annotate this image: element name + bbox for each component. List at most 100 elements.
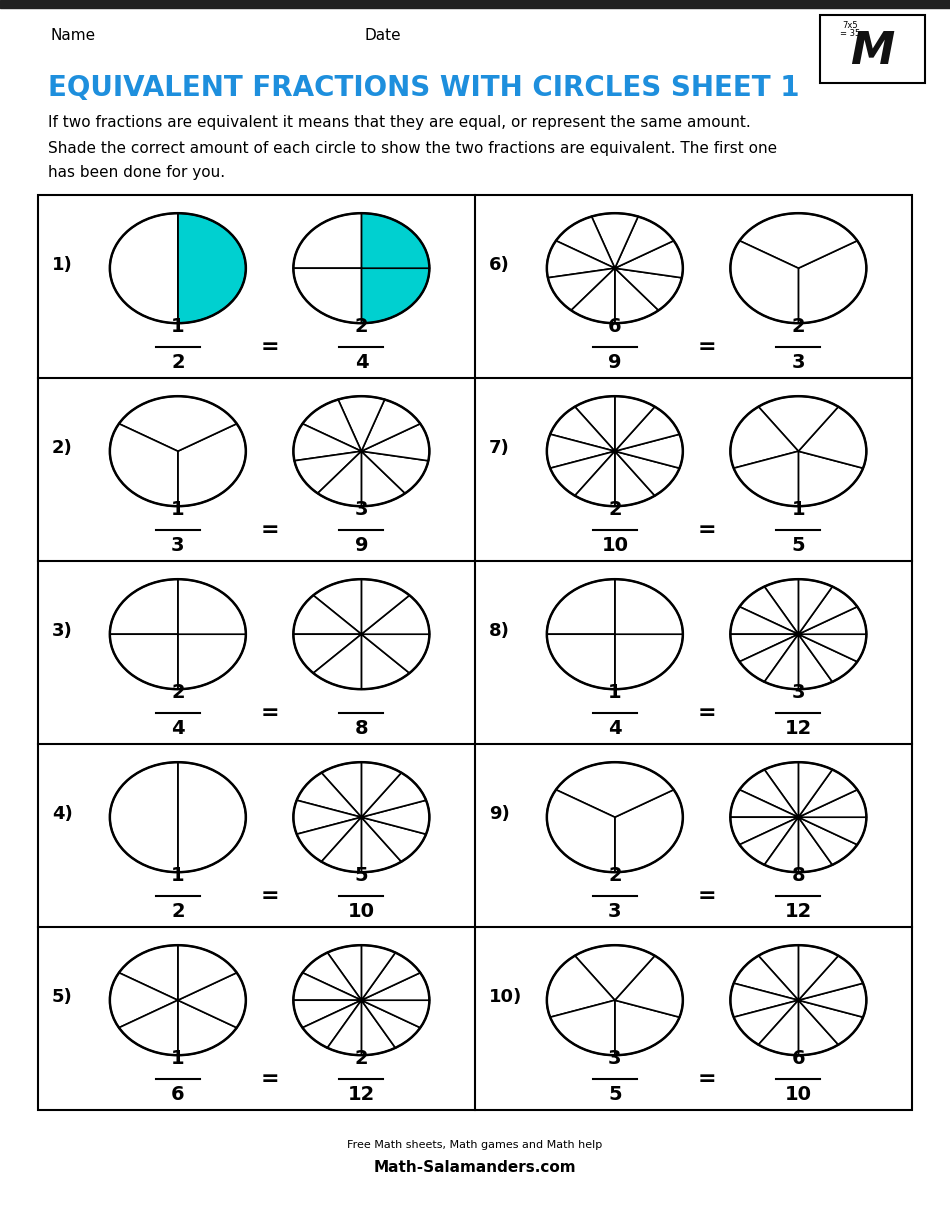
- Polygon shape: [314, 579, 361, 634]
- Polygon shape: [765, 579, 798, 634]
- Polygon shape: [110, 424, 178, 506]
- Text: 6: 6: [171, 1085, 184, 1105]
- Text: 5: 5: [791, 536, 806, 556]
- Polygon shape: [615, 216, 674, 268]
- Polygon shape: [294, 595, 361, 634]
- Text: 5: 5: [608, 1085, 621, 1105]
- Text: 3: 3: [791, 353, 806, 372]
- Polygon shape: [119, 396, 237, 451]
- Polygon shape: [739, 214, 857, 268]
- Polygon shape: [731, 241, 798, 323]
- Text: 10): 10): [489, 988, 522, 1005]
- Polygon shape: [361, 595, 429, 634]
- Text: 3: 3: [171, 536, 184, 556]
- Polygon shape: [798, 817, 857, 865]
- Text: 9: 9: [608, 353, 621, 372]
- Polygon shape: [178, 579, 246, 634]
- Bar: [38, 195, 912, 1110]
- Polygon shape: [615, 956, 683, 1018]
- Polygon shape: [556, 216, 615, 268]
- Polygon shape: [338, 396, 385, 451]
- Polygon shape: [615, 268, 682, 311]
- Polygon shape: [731, 634, 798, 661]
- Polygon shape: [361, 213, 429, 268]
- Polygon shape: [110, 972, 178, 1027]
- Polygon shape: [548, 268, 615, 311]
- Polygon shape: [798, 945, 838, 1000]
- Polygon shape: [575, 451, 615, 506]
- Polygon shape: [294, 800, 361, 834]
- Polygon shape: [798, 607, 866, 634]
- Text: =: =: [260, 520, 279, 540]
- Polygon shape: [317, 451, 361, 506]
- Text: 6: 6: [608, 317, 621, 337]
- Text: EQUIVALENT FRACTIONS WITH CIRCLES SHEET 1: EQUIVALENT FRACTIONS WITH CIRCLES SHEET …: [48, 74, 800, 102]
- Text: 4: 4: [171, 719, 184, 739]
- Polygon shape: [615, 1000, 679, 1056]
- Polygon shape: [571, 268, 615, 323]
- Polygon shape: [178, 762, 246, 873]
- Polygon shape: [798, 1000, 838, 1056]
- Text: Name: Name: [50, 27, 95, 43]
- Text: 2: 2: [791, 317, 806, 337]
- Text: 2: 2: [608, 500, 621, 520]
- Polygon shape: [798, 407, 866, 468]
- Polygon shape: [615, 579, 683, 634]
- Polygon shape: [615, 396, 655, 451]
- Polygon shape: [615, 434, 683, 468]
- Text: 12: 12: [348, 1085, 375, 1105]
- Text: 5): 5): [52, 988, 73, 1005]
- Polygon shape: [547, 579, 615, 634]
- Text: 8: 8: [354, 719, 369, 739]
- Text: 2: 2: [608, 866, 621, 885]
- Text: 3): 3): [52, 622, 73, 639]
- Polygon shape: [294, 268, 361, 323]
- Polygon shape: [733, 956, 798, 1000]
- Polygon shape: [733, 1000, 798, 1045]
- Text: 3: 3: [354, 500, 369, 520]
- Text: 1: 1: [608, 683, 621, 702]
- Polygon shape: [302, 952, 361, 1000]
- Polygon shape: [798, 634, 866, 661]
- Polygon shape: [361, 1000, 429, 1027]
- Polygon shape: [119, 945, 178, 1000]
- Polygon shape: [361, 800, 429, 834]
- Polygon shape: [798, 817, 866, 844]
- Text: =: =: [260, 886, 279, 906]
- Text: =: =: [260, 703, 279, 723]
- Polygon shape: [547, 241, 615, 278]
- Text: = 35: = 35: [840, 28, 860, 38]
- Polygon shape: [314, 634, 361, 689]
- Text: 8: 8: [791, 866, 806, 885]
- Bar: [0, 0, 950, 9]
- Polygon shape: [361, 945, 395, 1000]
- Polygon shape: [361, 972, 429, 1000]
- Text: 5: 5: [354, 866, 369, 885]
- Text: 7): 7): [489, 439, 510, 456]
- Polygon shape: [294, 213, 361, 268]
- Polygon shape: [302, 399, 361, 451]
- Text: 1: 1: [171, 1050, 184, 1068]
- Polygon shape: [178, 213, 246, 323]
- Text: 1: 1: [171, 317, 184, 337]
- Polygon shape: [798, 817, 832, 873]
- Polygon shape: [178, 945, 237, 1000]
- Polygon shape: [361, 773, 426, 817]
- Polygon shape: [798, 579, 832, 634]
- Polygon shape: [361, 1000, 395, 1056]
- Text: 9): 9): [489, 805, 510, 822]
- Text: Free Math sheets, Math games and Math help: Free Math sheets, Math games and Math he…: [348, 1141, 602, 1150]
- Polygon shape: [731, 407, 798, 468]
- Polygon shape: [361, 817, 401, 873]
- Polygon shape: [758, 945, 798, 1000]
- Text: =: =: [260, 1069, 279, 1089]
- Polygon shape: [615, 241, 683, 278]
- Polygon shape: [361, 424, 429, 461]
- Polygon shape: [615, 451, 655, 506]
- Text: 1: 1: [791, 500, 806, 520]
- Text: 12: 12: [785, 719, 812, 739]
- Polygon shape: [798, 956, 863, 1000]
- Polygon shape: [798, 586, 857, 634]
- Text: Date: Date: [365, 27, 402, 43]
- Polygon shape: [302, 1000, 361, 1048]
